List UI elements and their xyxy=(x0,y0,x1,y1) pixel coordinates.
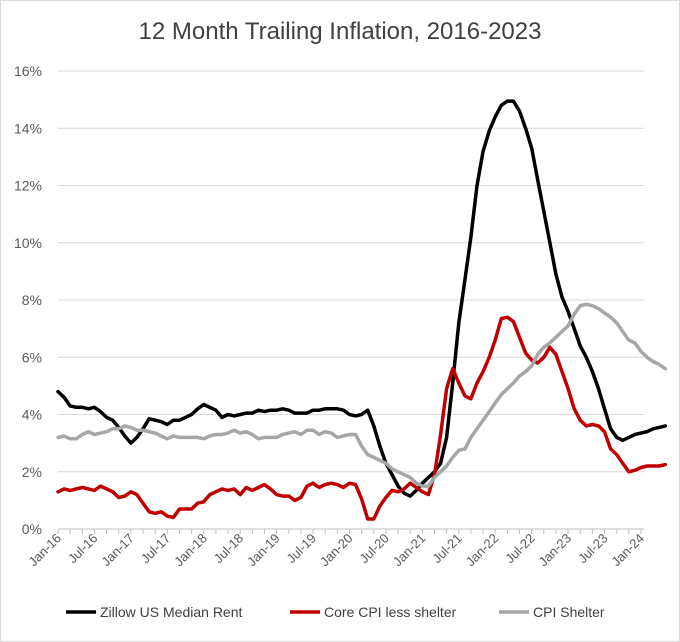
axes: 0%2%4%6%8%10%12%14%16%Jan-16 Jul-16Jan-17… xyxy=(14,63,647,569)
series-line-zillow-us-median-rent xyxy=(56,99,668,498)
x-tick-label: Jul-22 xyxy=(502,531,538,567)
y-tick-label: 10% xyxy=(14,235,42,251)
x-tick-label: Jan-19 xyxy=(244,531,283,570)
x-tick-label: Jul-18 xyxy=(211,531,247,567)
x-tick-label: Jan-18 xyxy=(171,531,210,570)
x-tick-label: Jan-21 xyxy=(390,531,429,570)
y-tick-label: 2% xyxy=(22,464,42,480)
series-line-core-cpi-less-shelter xyxy=(56,315,668,521)
x-tick-label: Jan-22 xyxy=(463,531,502,570)
x-tick-label: Jul-23 xyxy=(575,531,611,567)
legend: Zillow US Median Rent Core CPI less shelt… xyxy=(66,604,605,620)
chart-title: 12 Month Trailing Inflation, 2016-2023 xyxy=(138,18,542,45)
y-tick-label: 14% xyxy=(14,120,42,136)
series-lines xyxy=(56,99,668,521)
legend-label: CPI Shelter xyxy=(533,604,605,620)
x-tick-label: Jan-23 xyxy=(536,531,575,570)
x-tick-label: Jul-19 xyxy=(284,531,320,567)
x-tick-label: Jul-16 xyxy=(65,531,101,567)
x-tick-label: Jul-20 xyxy=(356,531,392,567)
x-tick-label: Jan-20 xyxy=(317,531,356,570)
x-tick-label: Jul-21 xyxy=(429,531,465,567)
legend-label: Zillow US Median Rent xyxy=(100,604,242,620)
legend-label: Core CPI less shelter xyxy=(324,604,457,620)
x-tick-label: Jan-17 xyxy=(98,531,137,570)
x-tick-label: Jul-17 xyxy=(138,531,174,567)
y-tick-label: 6% xyxy=(22,349,42,365)
y-tick-label: 0% xyxy=(22,521,42,537)
y-tick-label: 16% xyxy=(14,63,42,79)
series-line-cpi-shelter xyxy=(56,302,668,488)
x-tick-label: Jan-24 xyxy=(608,531,647,570)
y-tick-label: 12% xyxy=(14,178,42,194)
y-tick-label: 8% xyxy=(22,292,42,308)
y-tick-label: 4% xyxy=(22,407,42,423)
gridlines xyxy=(58,70,644,473)
